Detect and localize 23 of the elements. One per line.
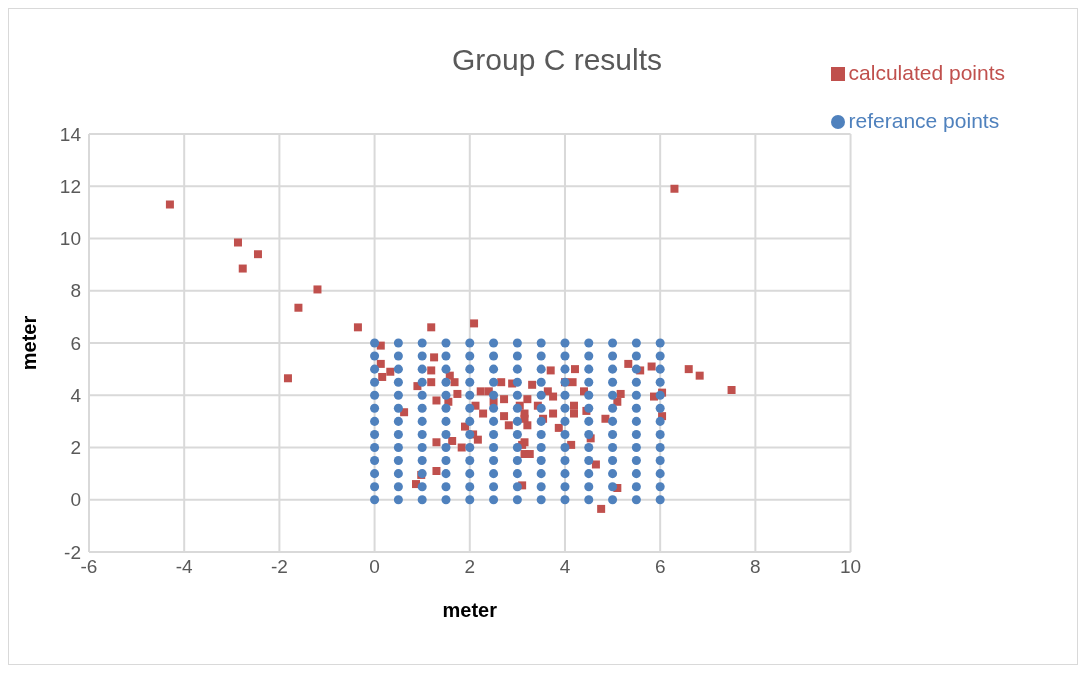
legend-label: referance points xyxy=(848,109,1000,132)
x-tick-label: 2 xyxy=(464,556,476,578)
y-tick-label: 8 xyxy=(70,280,81,302)
x-tick-label: -6 xyxy=(80,556,98,578)
legend-label: calculated points xyxy=(848,61,1005,84)
x-tick-label: 10 xyxy=(839,556,862,578)
chart-title: Group C results xyxy=(451,43,663,76)
y-tick-label: 12 xyxy=(59,175,81,197)
y-tick-label: 10 xyxy=(59,228,81,250)
y-tick-label: -2 xyxy=(64,541,81,563)
y-tick-label: 0 xyxy=(70,489,81,511)
x-axis-title: meter xyxy=(442,599,498,621)
y-axis-title: meter xyxy=(18,315,41,371)
x-tick-label: 4 xyxy=(559,556,571,578)
x-tick-label: -4 xyxy=(175,556,194,578)
y-tick-label: 4 xyxy=(70,384,82,406)
x-tick-label: 8 xyxy=(750,556,761,578)
x-tick-label: 6 xyxy=(654,556,666,578)
y-tick-label: 14 xyxy=(59,123,82,145)
x-tick-label: 0 xyxy=(369,556,380,578)
y-tick-label: 2 xyxy=(70,437,81,459)
y-tick-label: 6 xyxy=(70,332,81,354)
x-tick-label: -2 xyxy=(270,556,288,578)
